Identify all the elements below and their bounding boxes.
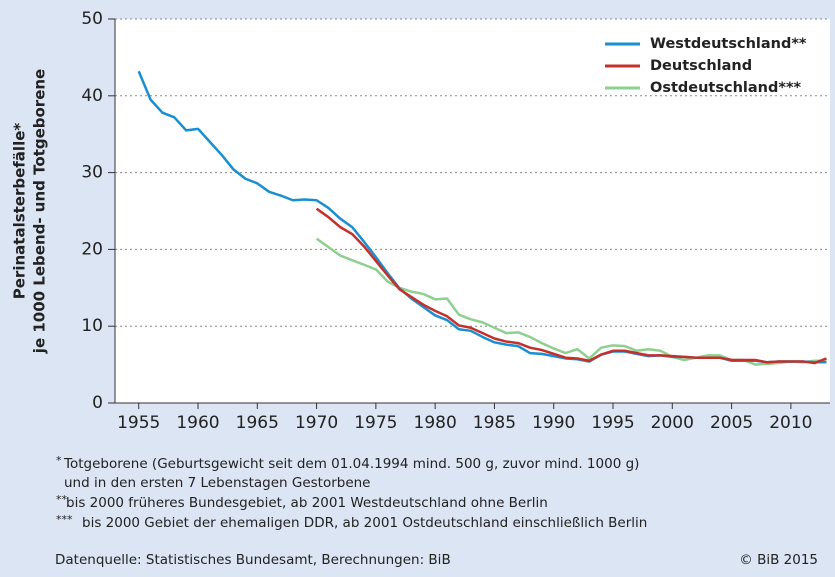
y-tick-label: 40 [81,86,103,106]
footnote-mark: *** [56,513,73,526]
footnote-mark: ** [56,493,68,506]
footnote-text: und in den ersten 7 Lebenstagen Gestorbe… [64,475,371,491]
footnote-text: bis 2000 Gebiet der ehemaligen DDR, ab 2… [82,515,647,531]
x-tick-label: 1995 [591,413,634,433]
x-tick-label: 2000 [651,413,694,433]
footnote-text: bis 2000 früheres Bundesgebiet, ab 2001 … [66,495,548,511]
plot-area [115,19,830,403]
x-tick-label: 1985 [473,413,516,433]
x-tick-label: 2010 [769,413,812,433]
y-tick-label: 0 [92,393,103,413]
x-tick-label: 1975 [354,413,397,433]
x-tick-label: 1970 [295,413,338,433]
y-axis-label: Perinatalsterbefälle* [11,123,29,300]
footnote-mark: * [56,454,62,467]
legend-label: Westdeutschland** [650,36,807,52]
x-tick-label: 1960 [176,413,219,433]
y-axis-label: je 1000 Lebend- und Totgeborene [31,69,49,354]
y-tick-label: 30 [81,163,103,183]
y-tick-label: 50 [81,9,103,29]
y-tick-label: 10 [81,316,103,336]
footnote-text: Totgeborene (Geburtsgewicht seit dem 01.… [63,456,639,472]
x-tick-label: 1965 [236,413,279,433]
source: Datenquelle: Statistisches Bundesamt, Be… [55,552,451,568]
x-tick-label: 1990 [532,413,575,433]
x-tick-label: 1980 [414,413,457,433]
y-axis-title: Perinatalsterbefälle* je 1000 Lebend- un… [11,69,49,354]
x-tick-label: 2005 [710,413,753,433]
x-tick-label: 1955 [117,413,160,433]
legend-label: Deutschland [650,58,752,74]
y-tick-label: 20 [81,239,103,259]
legend-label: Ostdeutschland*** [650,80,802,96]
series-line [315,207,827,365]
copyright: © BiB 2015 [739,552,818,568]
